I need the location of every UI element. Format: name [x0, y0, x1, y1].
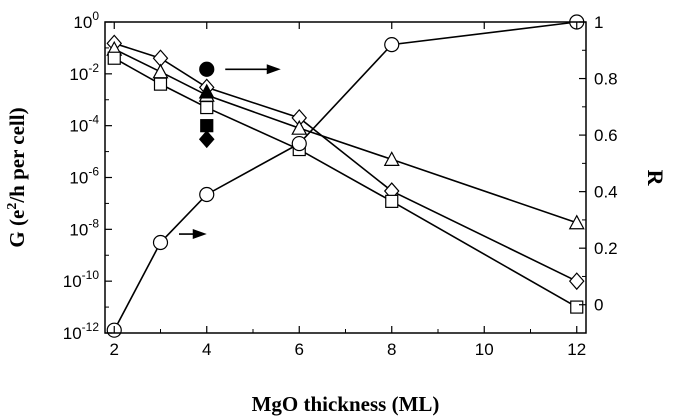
point-circle-filled [199, 61, 215, 77]
point-square-open [200, 100, 214, 115]
x-axis-title: MgO thickness (ML) [252, 392, 440, 416]
chart-marks [106, 14, 585, 338]
y-tick-label: 10-2 [69, 61, 99, 84]
point-square-filled [200, 119, 214, 133]
point-diamond-filled [198, 130, 215, 149]
y-tick-label: 100 [73, 9, 99, 32]
y2-tick-label: 0.8 [594, 70, 618, 89]
y-tick-label: 10-10 [63, 268, 100, 291]
x-tick-label: 10 [475, 340, 494, 359]
x-tick-label: 2 [110, 340, 119, 359]
point-square-open [153, 77, 168, 91]
point-triangle-filled [198, 83, 215, 99]
axes: 2 4 6 8 10 12 10-12 10-10 10-8 10-6 10-4 10-2 100 0 0.… [63, 9, 618, 359]
series-line-circle-open [113, 21, 577, 331]
arrow-head [266, 64, 281, 75]
point-square-open [385, 194, 399, 208]
series-line-square-open [113, 57, 578, 308]
point-square-open [570, 300, 584, 314]
y2-axis-title: R [643, 170, 668, 187]
arrow-head [192, 229, 207, 240]
y2-tick-label: 0.2 [594, 239, 618, 258]
point-circle-open [384, 37, 400, 53]
y2-tick-label: 1 [594, 13, 603, 32]
series-line-triangle-open [113, 48, 578, 224]
point-square-open [107, 51, 121, 65]
point-triangle-open [291, 119, 308, 135]
y-axis-title: G (e2/h per cell) [5, 107, 29, 247]
point-diamond-open [568, 272, 585, 291]
y-tick-label: 10-6 [69, 165, 99, 188]
y-tick-label: 10-8 [69, 216, 99, 239]
y2-tick-label: 0 [594, 296, 603, 315]
y-axis-title-superscript: 2 [5, 203, 20, 210]
x-tick-label: 6 [295, 340, 304, 359]
y-tick-label: 10-12 [63, 320, 100, 343]
point-circle-open [199, 186, 215, 203]
y2-tick-label: 0.6 [594, 126, 618, 145]
y-tick-label: 10-4 [69, 113, 99, 136]
y-axis-title-part-a: G (e [5, 210, 29, 248]
x-tick-label: 8 [387, 340, 396, 359]
y2-tick-label: 0.4 [594, 183, 618, 202]
x-tick-label: 12 [567, 340, 586, 359]
point-triangle-open [383, 151, 400, 166]
series-line-diamond-open [114, 42, 578, 282]
point-triangle-open [568, 214, 585, 230]
point-circle-open [291, 135, 307, 152]
x-tick-label: 4 [202, 340, 211, 359]
y-axis-title-part-b: /h per cell) [5, 107, 29, 203]
point-triangle-open [152, 63, 169, 79]
point-circle-open [152, 234, 169, 251]
